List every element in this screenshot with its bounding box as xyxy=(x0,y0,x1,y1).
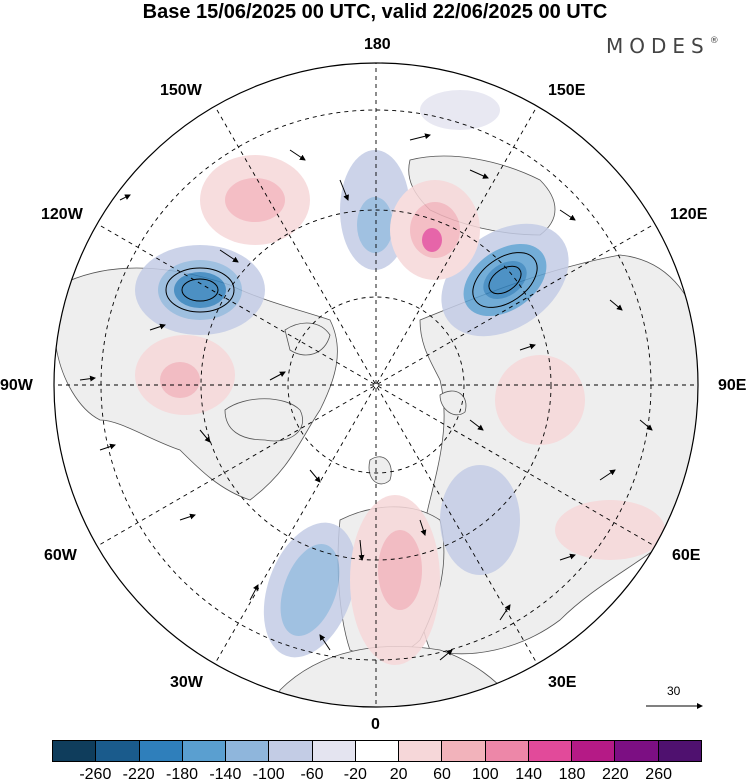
reference-vector-label: 30 xyxy=(667,684,681,698)
registered-mark: ® xyxy=(709,36,719,46)
colorbar-tick-label: -180 xyxy=(165,766,199,783)
colorbar-tick-label: 20 xyxy=(389,766,408,783)
lon-label-60e: 60E xyxy=(672,547,701,564)
colorbar-cell xyxy=(139,741,183,761)
colorbar-cell xyxy=(226,741,270,761)
colorbar-tick-label: -260 xyxy=(79,766,112,783)
colorbar-tick-label: -20 xyxy=(343,766,367,783)
colorbar-tick-label: 60 xyxy=(433,766,451,783)
lon-label-0: 0 xyxy=(371,716,380,733)
colorbar-cell xyxy=(182,741,227,761)
colorbar-tick-label: 100 xyxy=(471,766,499,783)
colorbar-cell xyxy=(485,741,529,761)
lon-label-150w: 150W xyxy=(160,82,202,99)
colorbar-tick-label: -100 xyxy=(252,766,285,783)
lon-label-90w: 90W xyxy=(0,377,33,394)
modes-logo: MODES® xyxy=(606,34,719,58)
colorbar-tick-label: 140 xyxy=(515,766,543,783)
colorbar-cell xyxy=(615,741,659,761)
lon-label-90e: 90E xyxy=(718,377,747,394)
colorbar-cell xyxy=(572,741,616,761)
colorbar-ticks: -260 -220 -180 -140 -100 -60 -20 20 60 100 140 180 2… xyxy=(52,766,702,784)
colorbar-cell xyxy=(442,741,486,761)
colorbar xyxy=(52,740,702,762)
colorbar-cell xyxy=(528,741,573,761)
lon-label-180: 180 xyxy=(364,36,391,53)
colorbar-cell xyxy=(658,741,701,761)
lon-label-30w: 30W xyxy=(170,674,203,691)
colorbar-tick-label: -140 xyxy=(209,766,242,783)
colorbar-cell xyxy=(399,741,443,761)
polar-map xyxy=(53,62,703,709)
lon-label-150e: 150E xyxy=(548,82,586,99)
colorbar-cell xyxy=(355,741,400,761)
lon-label-120w: 120W xyxy=(41,206,83,223)
lon-label-120e: 120E xyxy=(670,206,708,223)
map-title: Base 15/06/2025 00 UTC, valid 22/06/2025… xyxy=(142,1,608,23)
anomaly-layer xyxy=(135,90,665,665)
colorbar-tick-label: -220 xyxy=(122,766,155,783)
wind-vectors xyxy=(79,133,653,661)
graticule xyxy=(54,63,698,707)
colorbar-tick-label: 180 xyxy=(558,766,586,783)
lon-label-60w: 60W xyxy=(44,547,77,564)
brand-text: MODES xyxy=(606,34,710,58)
colorbar-tick-label: 220 xyxy=(601,766,629,783)
colorbar-tick-label: 260 xyxy=(645,766,673,783)
colorbar-cell xyxy=(53,741,97,761)
colorbar-cell xyxy=(269,741,313,761)
colorbar-cell xyxy=(96,741,140,761)
colorbar-tick-label: -60 xyxy=(300,766,324,783)
lon-label-30e: 30E xyxy=(548,674,577,691)
contour-layer xyxy=(165,252,538,313)
map-boundary xyxy=(53,62,699,708)
colorbar-cell xyxy=(312,741,356,761)
